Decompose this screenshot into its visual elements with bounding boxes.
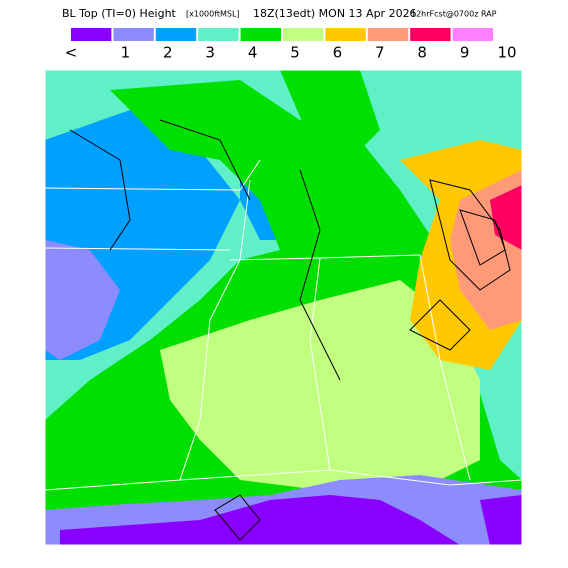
legend-label: 5 [290, 44, 300, 62]
legend-label: 9 [460, 44, 470, 62]
legend-swatch [283, 28, 324, 41]
legend-label: 1 [121, 44, 131, 62]
forecast: 12hrFcst@0700z RAP [411, 10, 497, 19]
legend-swatch [367, 28, 409, 41]
legend-label: 6 [333, 44, 343, 62]
legend-swatch [325, 28, 366, 41]
units: [x1000ftMSL] [186, 10, 240, 19]
legend-label: 3 [205, 44, 215, 62]
field-region [480, 495, 522, 545]
legend-label: < [65, 44, 78, 62]
legend-swatch [198, 28, 239, 41]
map [44, 69, 523, 546]
legend-swatch [71, 28, 112, 41]
legend-label: 2 [163, 44, 173, 62]
field-region [160, 280, 480, 490]
legend: <1 2 3 4 5 6 7 8 9 10 [65, 28, 517, 62]
contours [69, 119, 511, 541]
legend-label: 8 [417, 44, 427, 62]
title: BL Top (TI=0) Height [62, 7, 177, 20]
legend-swatch [113, 28, 154, 41]
legend-swatch [240, 28, 281, 41]
legend-swatch [155, 28, 197, 41]
legend-swatch [410, 28, 451, 41]
map-frame [44, 69, 523, 546]
legend-label: 4 [248, 44, 258, 62]
legend-label: 10 [497, 44, 516, 62]
field-region [45, 240, 120, 360]
field-region [280, 70, 380, 160]
field-region [490, 185, 522, 250]
legend-label: 7 [375, 44, 385, 62]
legend-swatch [452, 28, 493, 41]
valid-time: 18Z(13edt) MON 13 Apr 2026 [253, 7, 417, 20]
state-borders [45, 159, 522, 491]
